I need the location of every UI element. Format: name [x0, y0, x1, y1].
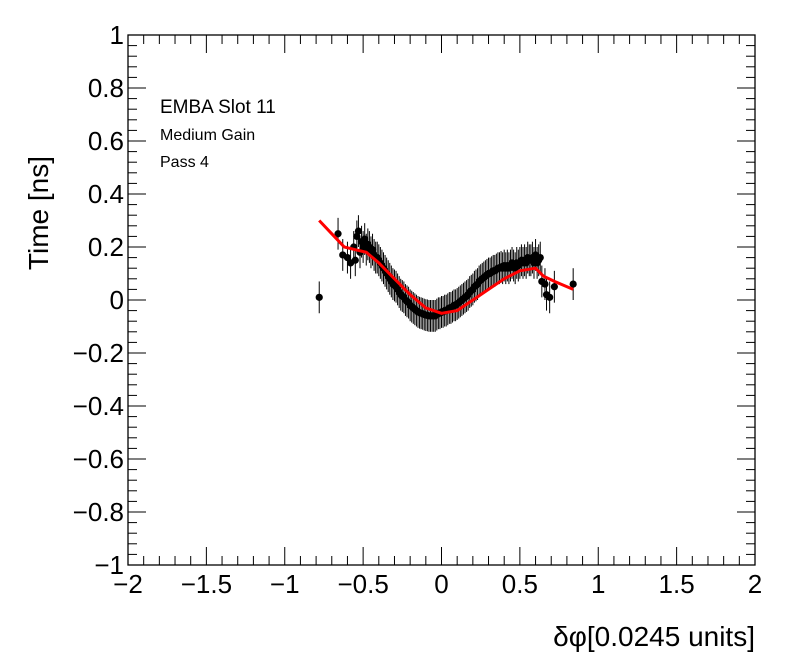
data-point [343, 254, 352, 262]
x-tick-label: −2 [113, 569, 143, 599]
x-tick-label: −1 [270, 569, 300, 599]
y-tick-label: 0 [110, 285, 124, 315]
y-tick-label: −0.8 [73, 497, 124, 527]
data-point [361, 235, 369, 243]
data-point [541, 280, 549, 288]
y-tick-label: −0.2 [73, 338, 124, 368]
x-tick-label: −1.5 [181, 569, 232, 599]
data-point [351, 256, 359, 264]
y-tick-label: −1 [94, 550, 124, 580]
data-point [315, 293, 323, 301]
x-tick-label: 1 [591, 569, 605, 599]
y-tick-label: 1 [110, 20, 124, 50]
data-point [550, 283, 558, 291]
x-tick-labels: −2 −1.5 −1 −0.5 0 0.5 1 1.5 2 [113, 569, 762, 599]
x-axis-title: δφ[0.0245 units] [553, 621, 755, 652]
y-tick-label: −0.6 [73, 444, 124, 474]
axis-ticks [127, 34, 756, 566]
x-tick-label: 0 [434, 569, 448, 599]
data-point [354, 227, 363, 235]
data-point [334, 230, 342, 238]
fit-curve [318, 219, 574, 315]
y-axis-title: Time [ns] [23, 156, 54, 270]
x-tick-label: 0.5 [502, 569, 538, 599]
x-tick-label: −0.5 [337, 569, 388, 599]
annotation-pass: Pass 4 [160, 154, 209, 171]
annotation-gain: Medium Gain [160, 127, 255, 144]
y-tick-label: 0.4 [88, 179, 124, 209]
x-tick-label: 2 [748, 569, 762, 599]
y-tick-label: −0.4 [73, 391, 124, 421]
data-point [536, 254, 544, 262]
y-tick-label: 0.6 [88, 126, 124, 156]
data-point [546, 293, 554, 301]
y-tick-labels: −1 −0.8 −0.6 −0.4 −0.2 0 0.2 0.4 0.6 0.8 1 [73, 20, 124, 580]
y-tick-label: 0.8 [88, 73, 124, 103]
x-tick-label: 1.5 [659, 569, 695, 599]
data-point [569, 280, 577, 288]
annotation-slot: EMBA Slot 11 [160, 97, 276, 118]
y-tick-label: 0.2 [88, 232, 124, 262]
